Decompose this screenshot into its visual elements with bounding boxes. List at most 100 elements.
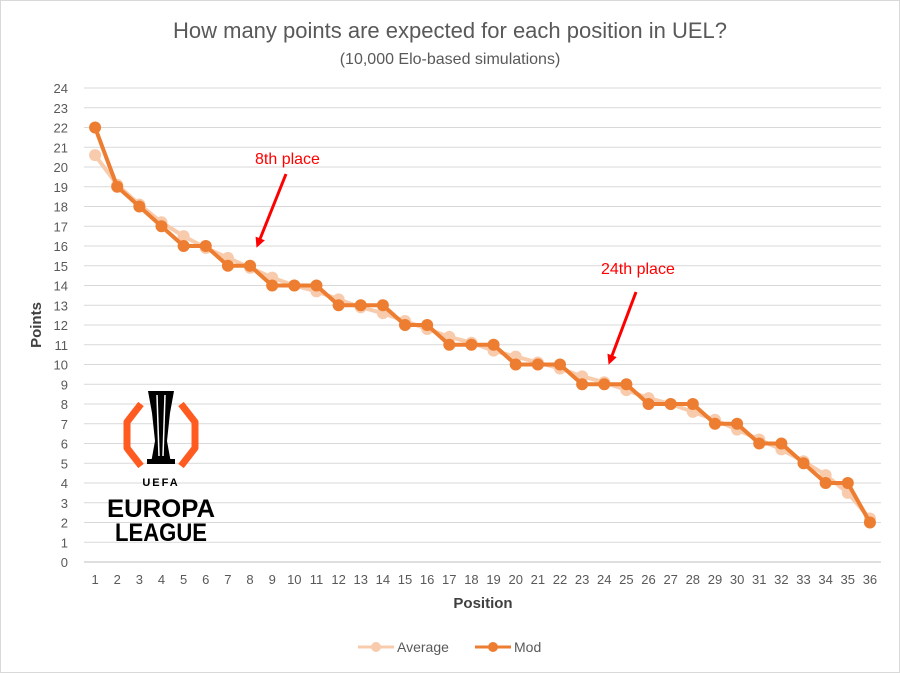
x-tick-label: 12 (331, 572, 345, 587)
legend-mod-marker (488, 642, 498, 652)
data-point-mod (89, 121, 102, 134)
y-tick-label: 24 (54, 81, 68, 96)
legend-average-marker (371, 642, 381, 652)
data-point-mod (266, 279, 279, 292)
y-tick-label: 17 (54, 219, 68, 234)
data-point-mod (221, 259, 234, 272)
x-tick-label: 3 (136, 572, 143, 587)
data-point-mod (863, 516, 876, 529)
europa-league-logo: UEFA EUROPA LEAGUE (107, 391, 215, 547)
chart-subtitle: (10,000 Elo-based simulations) (340, 51, 561, 68)
x-tick-label: 25 (619, 572, 633, 587)
data-point-mod (620, 378, 633, 391)
data-point-mod (664, 398, 677, 410)
data-point-mod (155, 220, 168, 233)
y-tick-label: 12 (54, 318, 68, 333)
series-mod (89, 121, 876, 529)
data-point-mod (598, 378, 611, 391)
y-tick-label: 16 (54, 239, 68, 254)
data-point-mod (797, 457, 810, 470)
data-point-mod (775, 437, 788, 450)
y-tick-label: 11 (55, 338, 69, 353)
y-tick-label: 18 (54, 200, 68, 215)
series-layer (89, 121, 876, 529)
x-tick-label: 2 (114, 572, 121, 587)
data-point-mod (288, 279, 301, 292)
x-tick-label: 9 (269, 572, 276, 587)
x-tick-label: 35 (841, 572, 855, 587)
logo-europa: EUROPA (107, 495, 215, 523)
data-point-mod (553, 358, 566, 371)
data-point-mod (332, 299, 345, 312)
x-tick-label: 6 (202, 572, 209, 587)
data-point-mod (465, 338, 478, 351)
y-axis-label: Points (28, 302, 45, 348)
y-tick-label: 19 (54, 180, 68, 195)
y-tick-label: 6 (61, 437, 68, 452)
y-tick-label: 4 (61, 476, 68, 491)
x-tick-label: 5 (180, 572, 187, 587)
y-tick-label: 20 (54, 160, 68, 175)
y-tick-label: 0 (61, 555, 68, 570)
x-tick-label: 22 (553, 572, 567, 587)
x-tick-label: 32 (774, 572, 788, 587)
data-point-mod (531, 358, 544, 371)
data-point-average (177, 230, 190, 243)
series-line-average (93, 153, 872, 520)
data-point-mod (443, 338, 456, 351)
y-tick-label: 10 (54, 358, 68, 373)
logo-uefa: UEFA (142, 477, 179, 489)
trophy-icon (148, 391, 174, 463)
logo-octagon-right (178, 401, 199, 469)
trophy-highlight-right (162, 394, 166, 457)
y-tick-label: 21 (54, 140, 68, 155)
x-tick-label: 13 (354, 572, 368, 587)
data-point-mod (686, 398, 699, 410)
y-tick-label: 15 (54, 259, 68, 274)
x-tick-label: 23 (575, 572, 589, 587)
y-tick-label: 22 (54, 121, 68, 136)
x-tick-label: 10 (287, 572, 301, 587)
logo-octagon-left (123, 401, 144, 469)
y-tick-label: 1 (61, 535, 68, 550)
series-average (89, 149, 876, 525)
data-point-mod (354, 299, 367, 312)
x-tick-label: 7 (224, 572, 231, 587)
x-tick-label: 16 (420, 572, 434, 587)
data-point-mod (576, 378, 589, 391)
x-tick-label: 28 (686, 572, 700, 587)
x-tick-label: 19 (486, 572, 500, 587)
data-point-mod (708, 417, 721, 430)
data-point-mod (399, 319, 412, 331)
data-point-mod (753, 437, 766, 450)
x-tick-label: 18 (464, 572, 478, 587)
legend-mod-label: Mod (514, 639, 541, 655)
logo-league: LEAGUE (115, 519, 207, 547)
gridlines (84, 87, 881, 563)
trophy-base (147, 459, 175, 464)
data-point-mod (199, 240, 212, 252)
y-tick-label: 2 (61, 516, 68, 531)
chart-title: How many points are expected for each po… (173, 18, 727, 43)
x-tick-label: 20 (508, 572, 522, 587)
x-tick-label: 15 (398, 572, 412, 587)
y-tick-label: 13 (54, 298, 68, 313)
x-tick-label: 31 (752, 572, 766, 587)
x-tick-label: 17 (442, 572, 456, 587)
data-point-mod (376, 299, 389, 312)
annotation-arrow-24th (607, 291, 638, 365)
data-point-average (89, 149, 102, 162)
data-point-mod (111, 180, 124, 193)
y-tick-label: 14 (54, 279, 68, 294)
annotation-24th-place: 24th place (601, 261, 675, 278)
x-tick-label: 4 (158, 572, 165, 587)
data-point-mod (244, 259, 257, 272)
y-tick-label: 3 (61, 496, 68, 511)
x-tick-label: 11 (310, 572, 324, 587)
x-tick-label: 24 (597, 572, 611, 587)
y-tick-label: 7 (61, 417, 68, 432)
data-point-mod (642, 398, 655, 410)
